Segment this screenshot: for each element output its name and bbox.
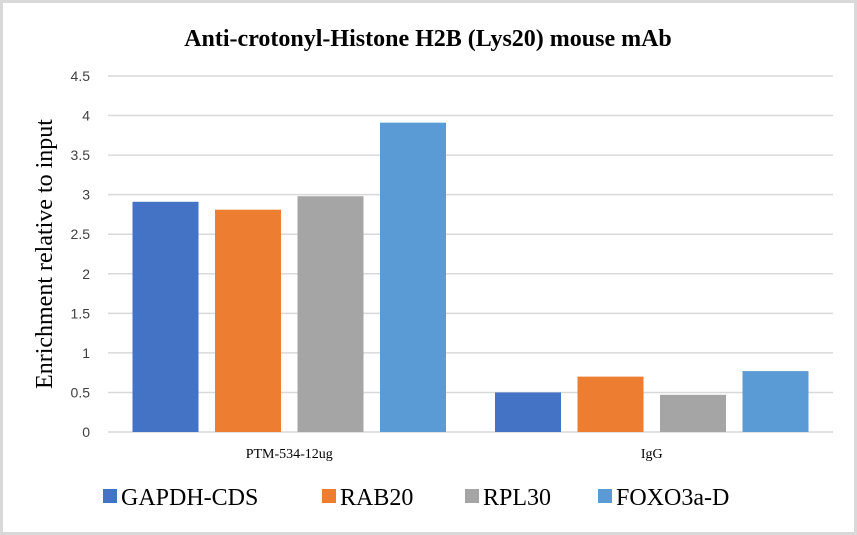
x-tick-label: PTM-534-12ug <box>246 447 333 462</box>
legend-label: RPL30 <box>483 485 551 511</box>
bars <box>132 122 809 433</box>
legend-label: GAPDH-CDS <box>121 485 258 511</box>
legend-swatch <box>322 489 336 503</box>
y-tick-label: 2.5 <box>71 226 91 242</box>
bar-foxo3a-d-igg <box>742 371 809 432</box>
y-tick-label: 2 <box>82 266 90 282</box>
y-axis-label: Enrichment relative to input <box>32 119 58 389</box>
legend: GAPDH-CDS RAB20 RPL30 FOXO3a-D <box>103 485 729 511</box>
y-tick-label: 1 <box>82 345 90 361</box>
bar-gapdh-cds-igg <box>495 392 561 432</box>
y-tick-label: 3 <box>82 187 90 203</box>
bar-rab20-igg <box>577 376 644 432</box>
legend-swatch <box>103 489 117 503</box>
y-tick-label: 0.5 <box>71 384 91 400</box>
x-axis-ticks: PTM-534-12ug IgG <box>246 447 663 462</box>
legend-label: RAB20 <box>340 485 413 511</box>
bar-gapdh-cds-ptm-534-12ug <box>132 201 199 432</box>
bar-rab20-ptm-534-12ug <box>215 209 281 432</box>
y-tick-label: 1.5 <box>71 305 91 321</box>
legend-swatch <box>598 489 612 503</box>
bar-foxo3a-d-ptm-534-12ug <box>380 122 446 433</box>
y-tick-label: 4.5 <box>71 68 91 84</box>
y-axis-ticks: 0 0.5 1 1.5 2 2.5 3 3.5 4 4.5 <box>71 68 91 440</box>
bar-rpl30-ptm-534-12ug <box>297 196 364 432</box>
x-tick-label: IgG <box>641 447 663 462</box>
y-tick-label: 4 <box>82 108 90 124</box>
legend-label: FOXO3a-D <box>616 485 729 511</box>
y-tick-label: 3.5 <box>71 147 91 163</box>
bar-rpl30-igg <box>660 394 726 432</box>
chart-title: Anti-crotonyl-Histone H2B (Lys20) mouse … <box>184 26 672 52</box>
legend-swatch <box>465 489 479 503</box>
y-tick-label: 0 <box>82 424 90 440</box>
